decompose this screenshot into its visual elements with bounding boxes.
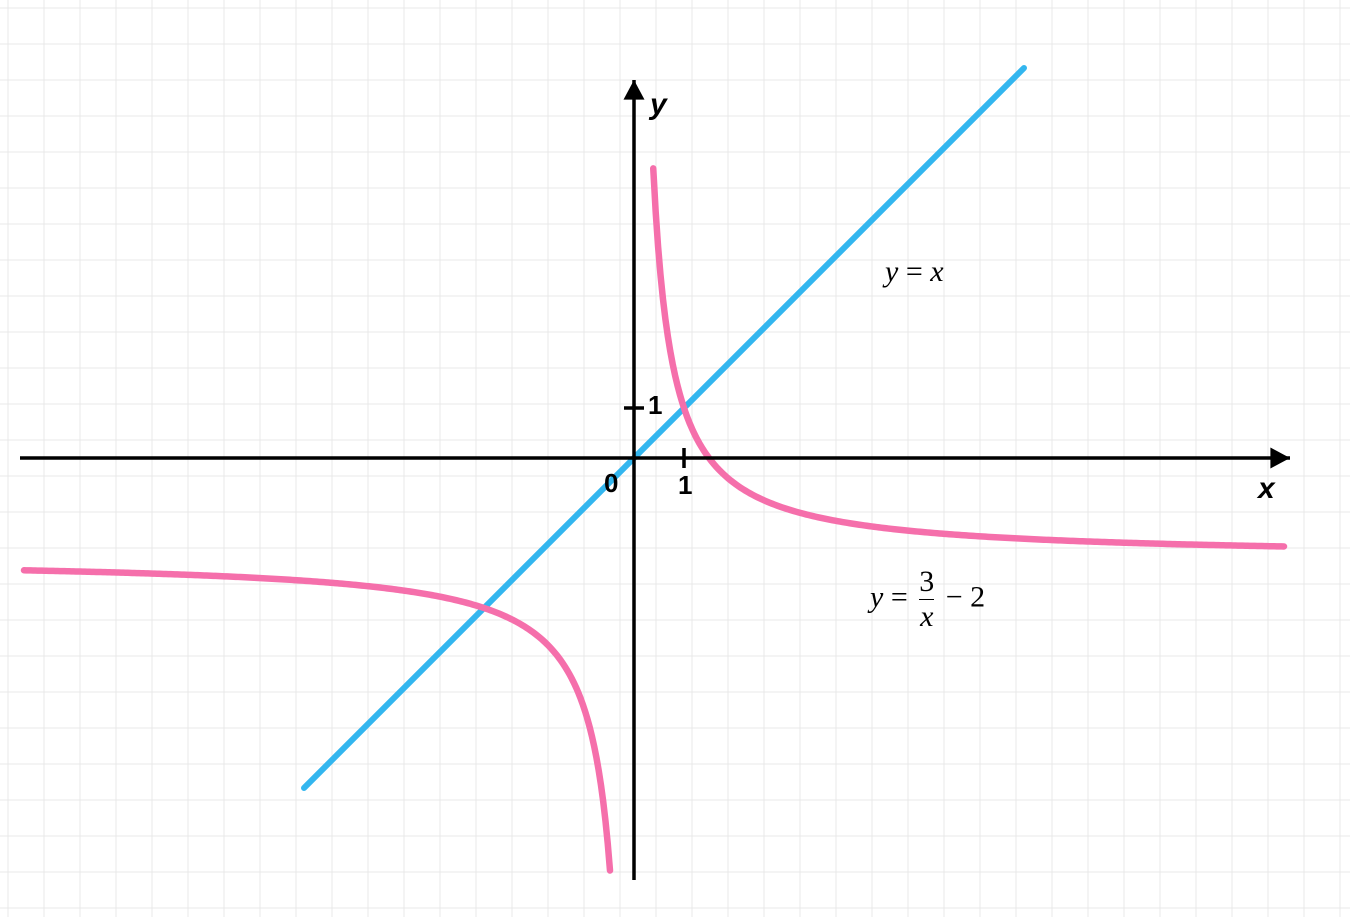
hyperbola-numerator: 3	[919, 565, 934, 599]
x-tick-1-label: 1	[678, 470, 692, 501]
hyperbola-denominator: x	[919, 599, 934, 634]
y-axis-label: y	[650, 88, 667, 122]
y-tick-1-label: 1	[648, 390, 662, 421]
hyperbola-equation-label: y = 3 x − 2	[870, 565, 985, 634]
chart-svg	[0, 0, 1350, 917]
line-equation-lhs: y	[885, 255, 898, 288]
chart-container: x y 0 1 1 y = x y = 3 x − 2	[0, 0, 1350, 917]
hyperbola-eq: =	[891, 580, 915, 613]
hyperbola-minus: −	[946, 580, 970, 613]
hyperbola-fraction: 3 x	[919, 565, 934, 634]
origin-label: 0	[604, 468, 618, 499]
line-equation-label: y = x	[885, 255, 944, 289]
line-equation-eq: =	[906, 255, 930, 288]
hyperbola-lhs: y	[870, 580, 883, 613]
line-equation-rhs: x	[930, 255, 943, 288]
x-axis-label: x	[1258, 472, 1275, 506]
hyperbola-const: 2	[970, 580, 985, 613]
